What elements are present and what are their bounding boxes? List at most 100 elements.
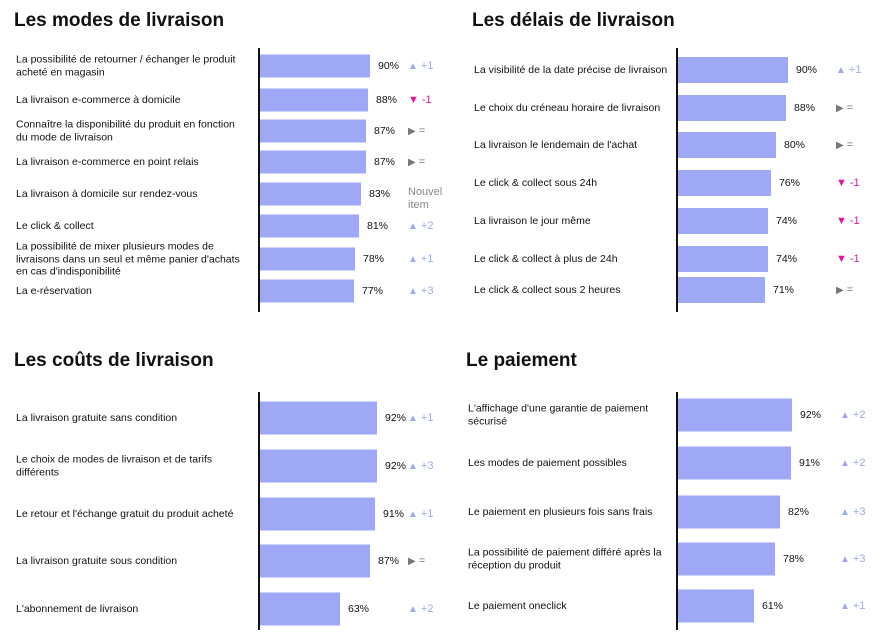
value-label: 91% [383, 508, 405, 520]
bar [678, 542, 775, 576]
delta-eq: ▶ = [408, 156, 425, 168]
value-label: 78% [363, 253, 385, 265]
category-label: La livraison le lendemain de l'achat [474, 138, 638, 151]
delta-eq: ▶ = [408, 125, 425, 137]
delta-text: -1 [421, 94, 432, 106]
triangle-up-icon: ▲ [408, 461, 418, 472]
category-label: L'affichage d'une garantie de paiement s… [468, 402, 649, 428]
bar [678, 495, 780, 529]
category-label: La possibilité de paiement différé après… [468, 546, 662, 572]
bar [260, 279, 354, 303]
value-label: 87% [374, 125, 396, 137]
triangle-up-icon: ▲ [408, 604, 418, 615]
category-label: Le click & collect [16, 219, 94, 232]
value-label: 90% [796, 64, 818, 76]
triangle-up-icon: ▲ [408, 286, 418, 297]
delta-text: -1 [849, 253, 860, 265]
triangle-right-icon: ▶ [408, 126, 416, 137]
triangle-down-icon: ▼ [408, 94, 419, 106]
bar [260, 592, 340, 626]
bar [678, 57, 788, 83]
delta-text: +3 [852, 506, 866, 518]
delta-up: ▲ +2 [840, 409, 865, 421]
triangle-up-icon: ▲ [840, 507, 850, 518]
triangle-down-icon: ▼ [836, 253, 847, 265]
delta-new: Nouvel item [408, 186, 448, 212]
bar [260, 544, 370, 578]
category-label: Le paiement en plusieurs fois sans frais [468, 505, 653, 518]
value-label: 74% [776, 253, 798, 265]
bar [678, 95, 786, 121]
triangle-right-icon: ▶ [836, 285, 844, 296]
delta-text: = [418, 125, 426, 137]
delta-text: +1 [420, 253, 434, 265]
category-label: La possibilité de mixer plusieurs modes … [16, 240, 240, 278]
bar [260, 119, 366, 143]
triangle-right-icon: ▶ [836, 140, 844, 151]
bar [678, 446, 791, 480]
value-label: 92% [385, 460, 407, 472]
category-label: La livraison gratuite sans condition [16, 411, 178, 424]
delta-text: = [418, 156, 426, 168]
triangle-up-icon: ▲ [408, 413, 418, 424]
category-label: Connaître la disponibilité du produit en… [16, 118, 235, 144]
delta-up: ▲ +1 [836, 64, 861, 76]
triangle-up-icon: ▲ [840, 601, 850, 612]
delta-eq: ▶ = [836, 102, 853, 114]
value-label: 83% [369, 188, 391, 200]
delta-up: ▲ +1 [408, 60, 433, 72]
delta-up: ▲ +1 [408, 253, 433, 265]
value-label: 90% [378, 60, 400, 72]
delta-up: ▲ +3 [408, 285, 433, 297]
category-label: Le choix du créneau horaire de livraison [474, 101, 661, 114]
delta-text: = [846, 284, 854, 296]
delta-up: ▲ +1 [840, 600, 865, 612]
y-axis-line [258, 48, 260, 312]
value-label: 87% [374, 156, 396, 168]
value-label: 82% [788, 506, 810, 518]
chart-title: Le paiement [466, 350, 577, 371]
value-label: 87% [378, 555, 400, 567]
triangle-up-icon: ▲ [408, 509, 418, 520]
value-label: 92% [385, 412, 407, 424]
y-axis-line [258, 392, 260, 630]
delta-eq: ▶ = [836, 284, 853, 296]
delta-text: = [418, 555, 426, 567]
delta-down: ▼ -1 [408, 94, 432, 106]
triangle-up-icon: ▲ [840, 410, 850, 421]
delta-text: +2 [420, 220, 434, 232]
triangle-right-icon: ▶ [836, 103, 844, 114]
delta-text: = [846, 139, 854, 151]
value-label: 63% [348, 603, 370, 615]
delta-text: = [846, 102, 854, 114]
bar [678, 208, 768, 234]
triangle-right-icon: ▶ [408, 157, 416, 168]
delta-text: -1 [849, 215, 860, 227]
category-label: Le click & collect à plus de 24h [474, 252, 618, 265]
bar [260, 54, 370, 78]
category-label: La e-réservation [16, 284, 92, 297]
category-label: Le choix de modes de livraison et de tar… [16, 453, 213, 479]
triangle-up-icon: ▲ [408, 254, 418, 265]
bar [260, 247, 355, 271]
category-label: La visibilité de la date précise de livr… [474, 63, 668, 76]
category-label: La livraison à domicile sur rendez-vous [16, 187, 198, 200]
value-label: 76% [779, 177, 801, 189]
bar [260, 449, 377, 483]
value-label: 78% [783, 553, 805, 565]
delta-up: ▲ +2 [840, 457, 865, 469]
delta-down: ▼ -1 [836, 177, 860, 189]
triangle-up-icon: ▲ [836, 65, 846, 76]
triangle-up-icon: ▲ [408, 61, 418, 72]
y-axis-line [676, 392, 678, 630]
value-label: 80% [784, 139, 806, 151]
triangle-down-icon: ▼ [836, 177, 847, 189]
delta-down: ▼ -1 [836, 215, 860, 227]
delta-text: +1 [848, 64, 862, 76]
chart-title: Les délais de livraison [472, 10, 675, 31]
delta-up: ▲ +3 [408, 460, 433, 472]
bar [678, 170, 771, 196]
bar [260, 401, 377, 435]
triangle-up-icon: ▲ [840, 554, 850, 565]
bar [678, 132, 776, 158]
